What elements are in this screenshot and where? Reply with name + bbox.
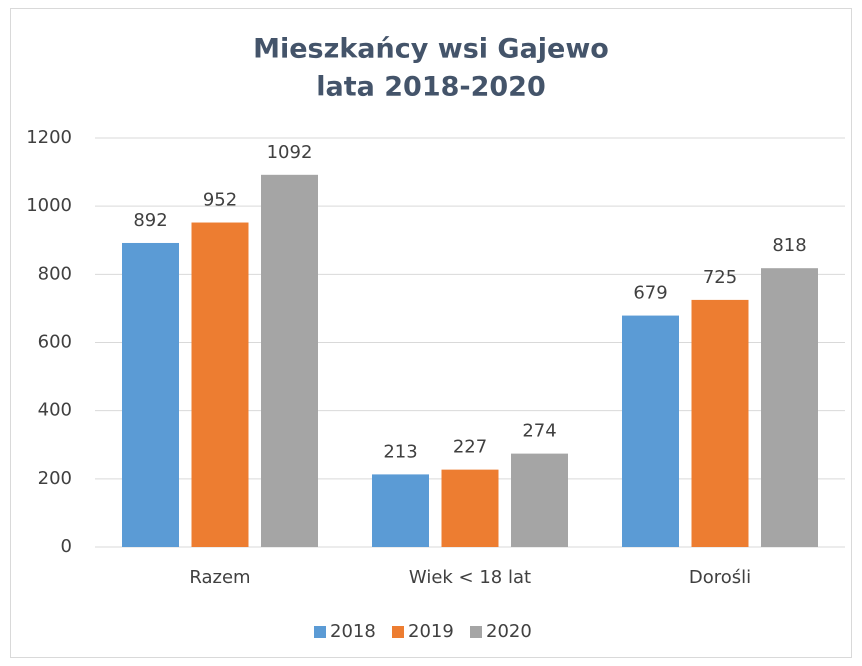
data-label: 952 [203,190,237,211]
x-tick-label: Wiek < 18 lat [409,567,531,588]
data-label: 818 [772,235,806,256]
data-label: 1092 [267,142,313,163]
chart-title: Mieszkańcy wsi Gajewo [253,34,609,65]
data-label: 227 [453,437,487,458]
y-tick-label: 600 [38,332,72,353]
legend-label: 2018 [330,621,376,642]
data-label: 892 [133,210,167,231]
x-tick-label: Razem [189,567,250,588]
legend-label: 2019 [408,621,454,642]
data-label: 725 [703,267,737,288]
y-tick-label: 1000 [26,195,72,216]
bar [122,242,179,547]
legend-swatch [314,626,326,638]
y-tick-label: 0 [61,536,72,557]
data-label: 213 [383,441,417,462]
legend-label: 2020 [486,621,532,642]
x-tick-label: Dorośli [689,567,751,588]
chart-subtitle: lata 2018-2020 [316,72,546,103]
bar [372,474,429,547]
bar [441,469,499,547]
legend-swatch [470,626,482,638]
bar [191,222,249,547]
bar [622,315,679,547]
bar [761,268,818,547]
y-tick-label: 800 [38,263,72,284]
y-tick-label: 400 [38,400,72,421]
data-label: 274 [522,421,556,442]
bar [511,453,568,547]
y-tick-label: 1200 [26,127,72,148]
data-label: 679 [633,283,667,304]
y-tick-label: 200 [38,468,72,489]
legend-swatch [392,626,404,638]
bar [261,174,318,547]
bar [691,299,749,547]
